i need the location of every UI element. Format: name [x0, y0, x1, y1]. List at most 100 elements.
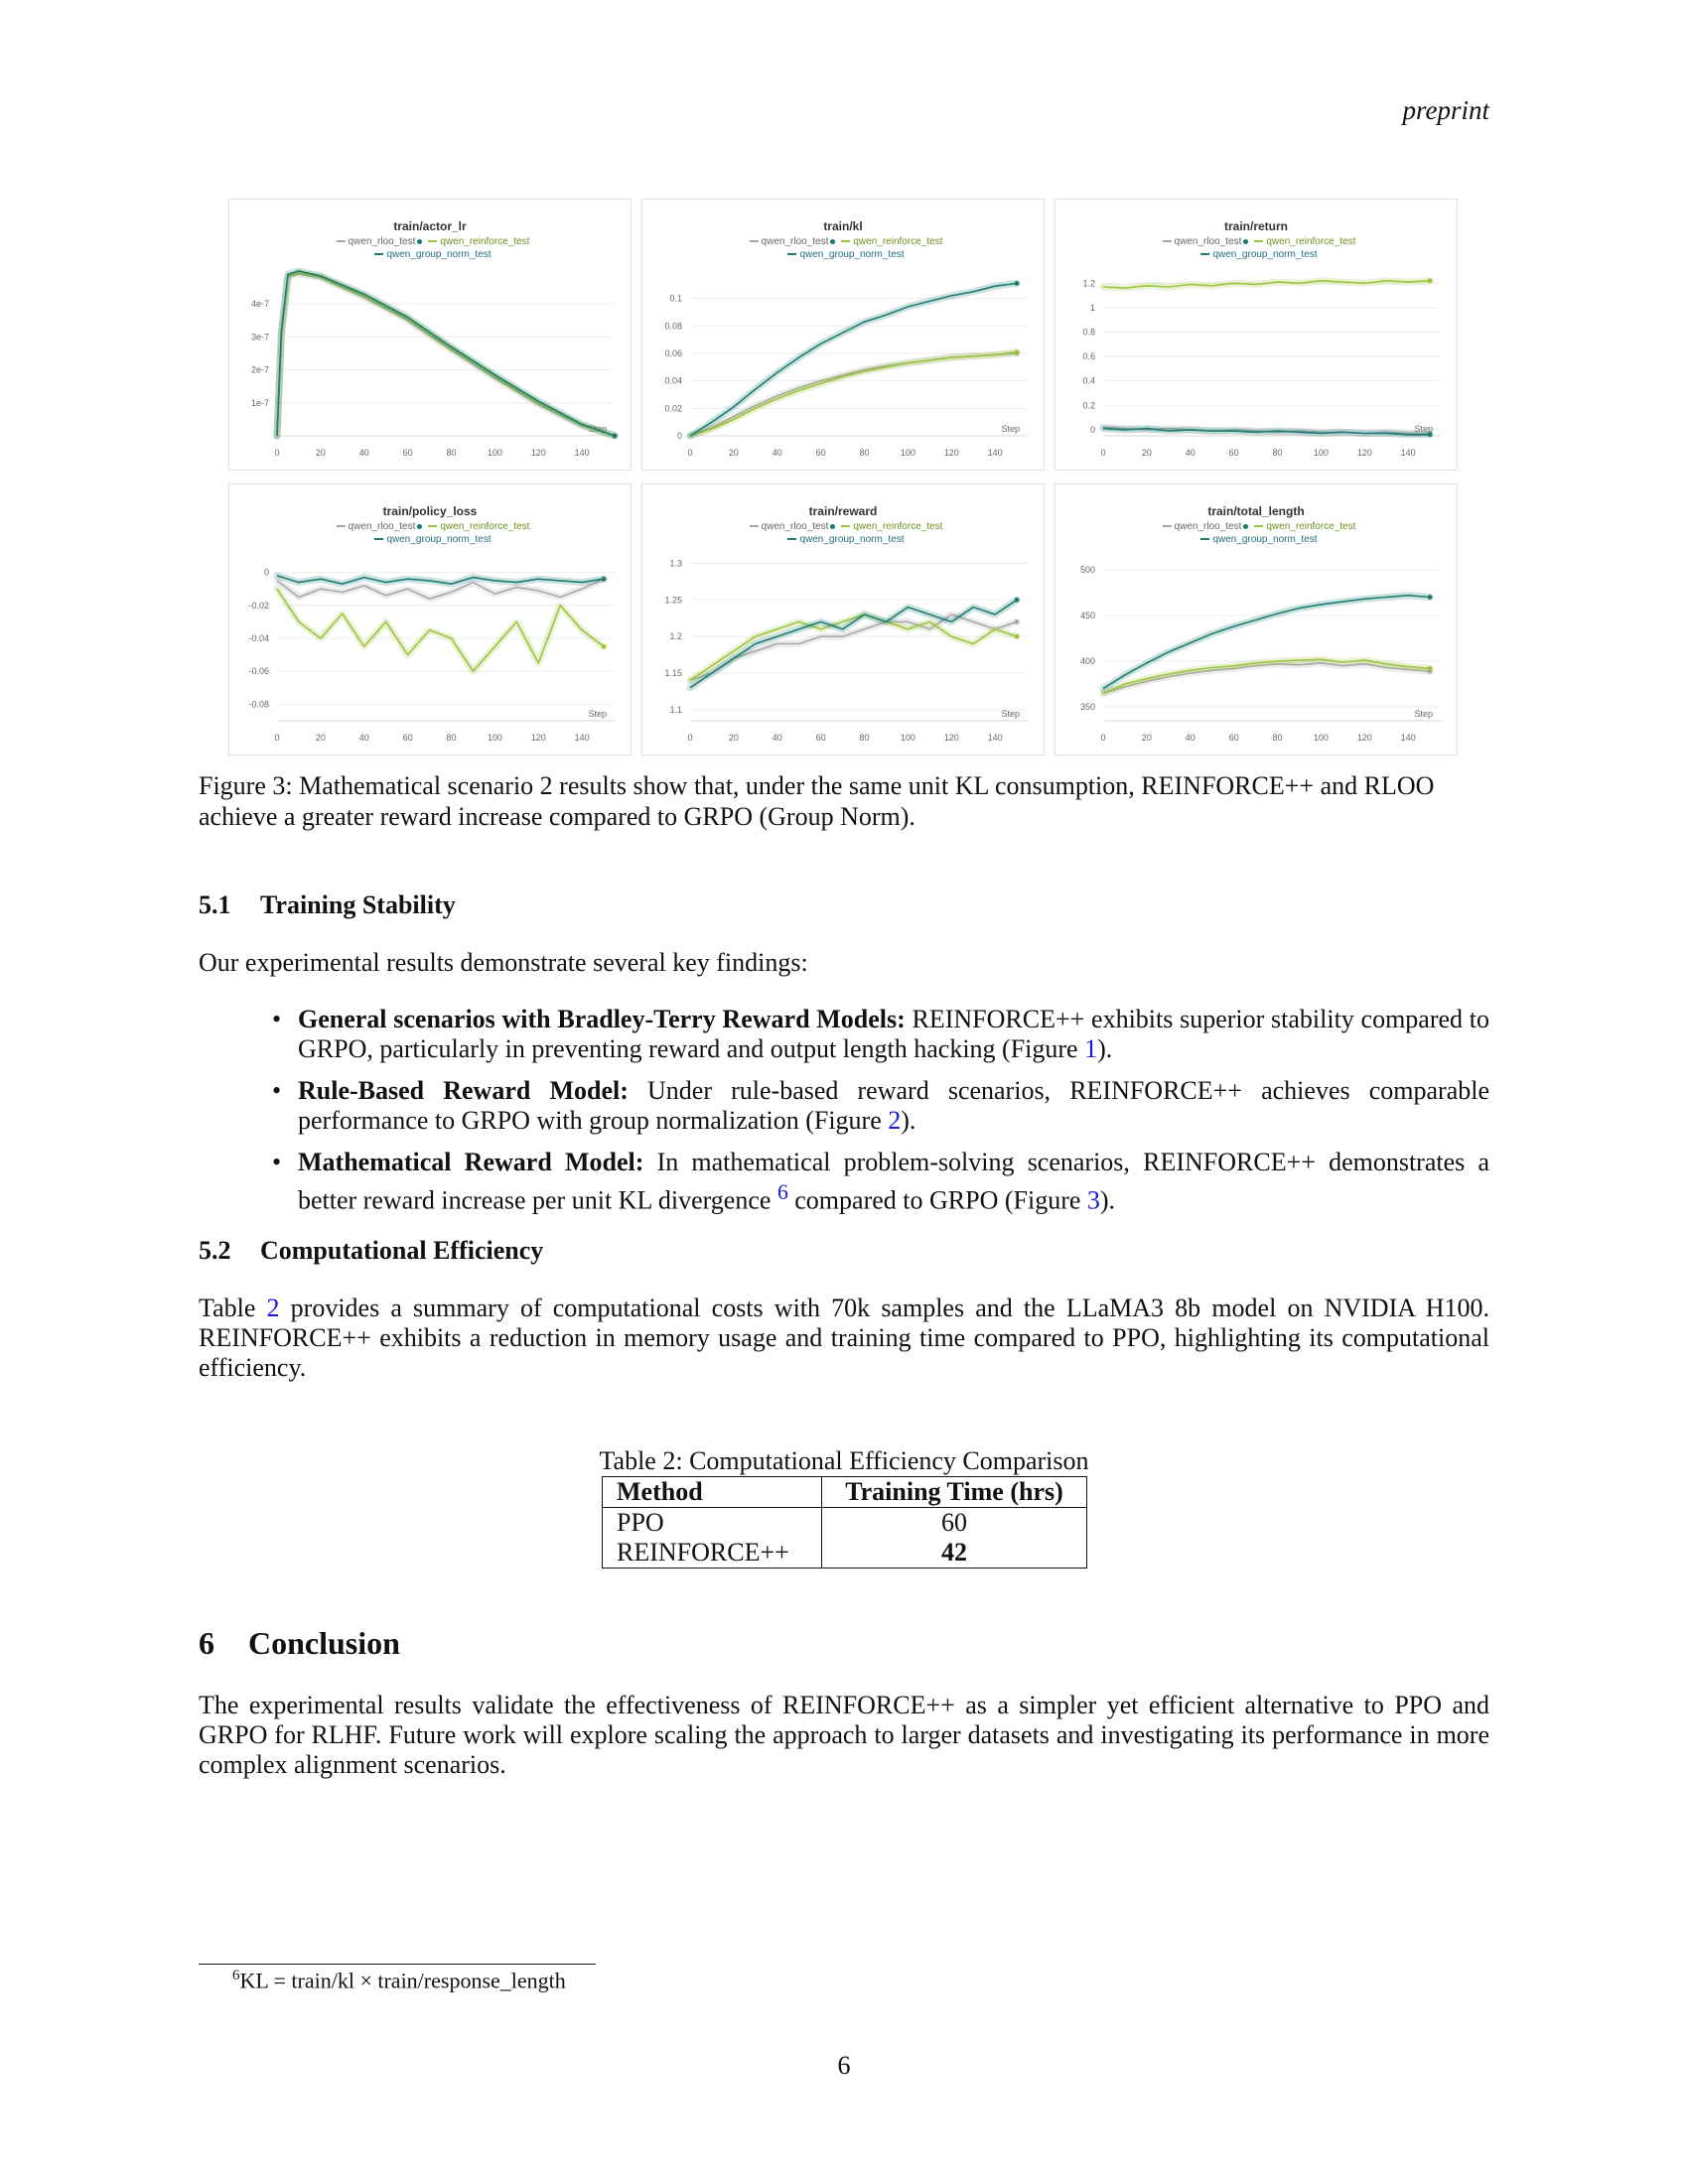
y-tick-label: 0.02: [664, 403, 682, 413]
y-tick-label: 0.1: [669, 294, 682, 304]
y-tick-label: 0: [264, 568, 269, 578]
running-head: preprint: [1402, 95, 1490, 125]
legend-entry-rloo: qwen_rloo_test: [1174, 521, 1242, 532]
x-tick-label: 0: [687, 448, 692, 458]
series-line: [689, 614, 1018, 682]
chart-svg: 1.1 1.15 1.2 1.25 1.3 0 20 40 60 80 100 120 140 Step: [664, 558, 1028, 743]
x-tick-label: 60: [1229, 733, 1239, 743]
paragraph-efficiency: Table 2 provides a summary of computatio…: [199, 1294, 1489, 1383]
table-header-cell: Training Time (hrs): [821, 1476, 1087, 1508]
bullet-term: Mathematical Reward Model:: [298, 1148, 644, 1176]
y-tick-label: 1.25: [664, 595, 682, 605]
list-item: • General scenarios with Bradley-Terry Re…: [272, 1005, 1489, 1063]
table-header-cell: Method: [602, 1476, 822, 1508]
x-tick-label: 40: [1186, 448, 1196, 458]
figure-ref-link[interactable]: 2: [888, 1106, 902, 1135]
series-line: [689, 352, 1018, 437]
figure-ref-link[interactable]: 3: [1086, 1185, 1100, 1215]
series-end-point: [1014, 619, 1020, 624]
x-tick-label: 100: [1314, 448, 1329, 458]
x-tick-label: 0: [1100, 448, 1105, 458]
y-tick-label: 1.15: [664, 668, 682, 678]
x-tick-label: 0: [274, 448, 279, 458]
y-tick-label: 1.1: [669, 705, 682, 715]
x-tick-label: 40: [773, 448, 782, 458]
legend-entry-reinforce: qwen_reinforce_test: [853, 236, 943, 247]
series-end-point: [1427, 432, 1433, 438]
x-axis-label: Step: [1001, 709, 1020, 719]
bullet-term: General scenarios with Bradley-Terry Rew…: [298, 1005, 906, 1033]
chart-panel-total-length: train/total_length qwen_rloo_test qwen_rei…: [1055, 483, 1458, 755]
y-tick-label: 400: [1080, 656, 1095, 666]
y-tick-label: 1.2: [669, 631, 682, 641]
chart-legend-row-2: qwen_group_norm_test: [229, 534, 631, 545]
chart-legend-row-2: qwen_group_norm_test: [642, 534, 1044, 545]
footnote: 6KL = train/kl × train/response_length: [232, 1968, 566, 1993]
bullet-term: Rule-Based Reward Model:: [298, 1076, 629, 1105]
table-ref-link[interactable]: 2: [266, 1294, 280, 1322]
x-tick-label: 0: [1100, 733, 1105, 743]
table-row: PPO 60: [602, 1507, 1087, 1538]
series-end-point: [1014, 633, 1020, 639]
bullet-tail: ).: [1099, 1185, 1116, 1215]
x-tick-label: 20: [1142, 448, 1152, 458]
legend-entry-rloo: qwen_rloo_test: [1174, 236, 1242, 247]
x-tick-label: 120: [531, 448, 546, 458]
legend-entry-group-norm: qwen_group_norm_test: [799, 534, 905, 545]
legend-entry-group-norm: qwen_group_norm_test: [386, 249, 492, 260]
legend-entry-reinforce: qwen_reinforce_test: [1266, 236, 1356, 247]
series-line: [276, 588, 605, 672]
y-tick-label: 0.06: [664, 348, 682, 358]
figure-3: train/actor_lr qwen_rloo_test qwen_reinfor…: [228, 199, 1468, 756]
y-tick-label: 500: [1080, 565, 1095, 575]
series-line: [276, 578, 605, 600]
x-tick-label: 100: [1314, 733, 1329, 743]
x-tick-label: 80: [446, 733, 456, 743]
table-cell: 60: [821, 1507, 1087, 1538]
series-line: [1102, 280, 1431, 289]
x-tick-label: 40: [1186, 733, 1196, 743]
x-tick-label: 80: [1272, 733, 1282, 743]
series-band: [1099, 655, 1434, 697]
efficiency-table: Method Training Time (hrs) PPO 60 REINFO…: [602, 1476, 1087, 1569]
y-tick-label: 0: [677, 431, 682, 441]
y-tick-label: 0: [1090, 425, 1095, 435]
legend-entry-reinforce: qwen_reinforce_test: [440, 521, 530, 532]
series-end-point: [1014, 281, 1020, 286]
x-axis-label: Step: [588, 424, 607, 434]
x-tick-label: 100: [488, 733, 502, 743]
y-tick-label: 0.6: [1082, 351, 1095, 361]
chart-panel-actor-lr: train/actor_lr qwen_rloo_test qwen_reinfor…: [228, 199, 632, 471]
legend-entry-reinforce: qwen_reinforce_test: [853, 521, 943, 532]
list-item: • Rule-Based Reward Model: Under rule-bas…: [272, 1076, 1489, 1135]
chart-panel-return: train/return qwen_rloo_test qwen_reinforce…: [1055, 199, 1458, 471]
series-line: [689, 350, 1018, 437]
x-tick-label: 20: [316, 733, 326, 743]
table-cell: 42: [821, 1538, 1087, 1569]
x-tick-label: 60: [816, 733, 826, 743]
section-heading-5-1: 5.1 Training Stability: [199, 890, 456, 920]
x-tick-label: 120: [944, 448, 959, 458]
y-tick-label: -0.02: [248, 601, 269, 611]
x-tick-label: 140: [575, 448, 590, 458]
x-tick-label: 40: [359, 448, 369, 458]
footnote-mark-link[interactable]: 6: [776, 1180, 788, 1204]
bullet-text: In mathematical problem-solving scenario…: [298, 1148, 1489, 1215]
chart-legend: qwen_rloo_test qwen_reinforce_test: [642, 236, 1044, 247]
x-tick-label: 80: [446, 448, 456, 458]
series-end-point: [1427, 595, 1433, 600]
table-cell: PPO: [602, 1507, 822, 1538]
x-tick-label: 120: [1357, 733, 1372, 743]
y-tick-label: 350: [1080, 702, 1095, 712]
table-cell: REINFORCE++: [602, 1538, 822, 1569]
y-tick-label: 4e-7: [251, 299, 269, 309]
chart-svg: 0 0.2 0.4 0.6 0.8 1 1.2 0 20 40 60 80 100 120 140 Step: [1082, 277, 1441, 458]
chart-svg: 1e-7 2e-7 3e-7 4e-7 0 20 40 60 80 100 120 140 Step: [251, 267, 619, 458]
legend-entry-rloo: qwen_rloo_test: [761, 521, 829, 532]
table-header-row: Method Training Time (hrs): [602, 1476, 1087, 1508]
series-line: [1102, 594, 1431, 690]
x-tick-label: 40: [359, 733, 369, 743]
paragraph-text: provides a summary of computational cost…: [199, 1294, 1490, 1382]
figure-ref-link[interactable]: 1: [1084, 1034, 1098, 1063]
bullet-text: Under rule-based reward scenarios, REINF…: [298, 1076, 1489, 1135]
